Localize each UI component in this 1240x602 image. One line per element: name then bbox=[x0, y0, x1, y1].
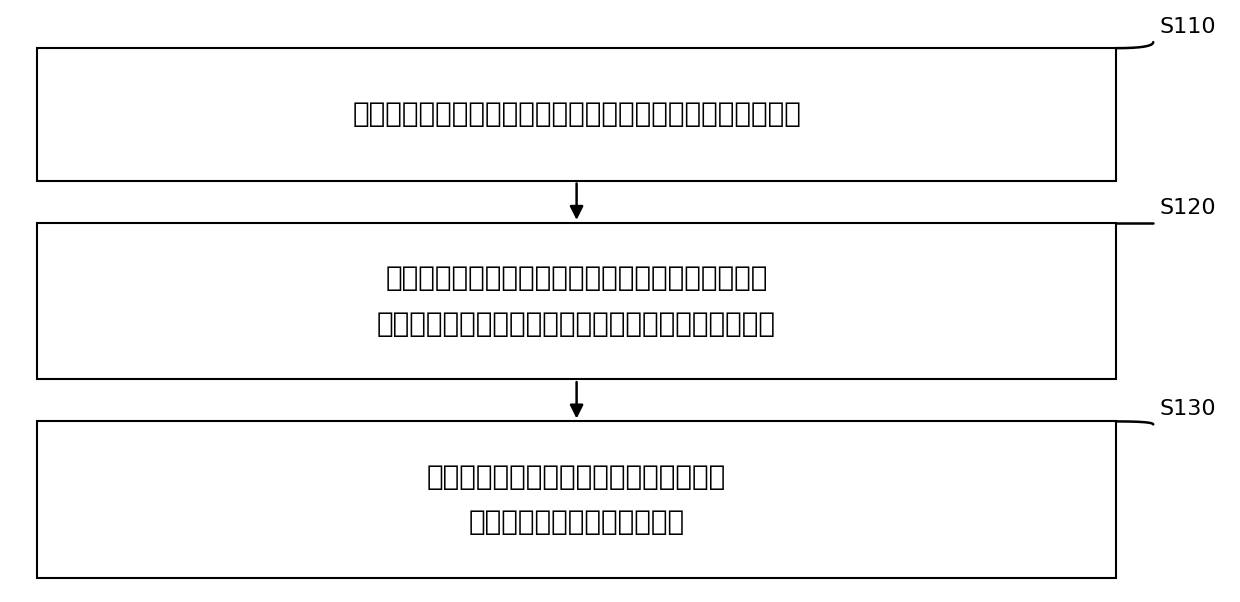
Text: 接收目标直播间在页面销毁时发送的上下文对象的目标哈希值: 接收目标直播间在页面销毁时发送的上下文对象的目标哈希值 bbox=[352, 101, 801, 128]
Text: S110: S110 bbox=[1159, 17, 1216, 37]
Text: 将当前直播间的当前引用关系进行删除，
以对当前直播间进行回收处理: 将当前直播间的当前引用关系进行删除， 以对当前直播间进行回收处理 bbox=[427, 463, 727, 536]
Text: S120: S120 bbox=[1159, 197, 1216, 218]
Text: 如果判断出目标哈希值与已注册的当前哈希值相同，
则确定当前哈希值所对应的当前直播间为待回收直播间: 如果判断出目标哈希值与已注册的当前哈希值相同， 则确定当前哈希值所对应的当前直播… bbox=[377, 264, 776, 338]
Text: S130: S130 bbox=[1159, 399, 1216, 420]
Bar bbox=[37, 421, 1116, 578]
Bar bbox=[37, 223, 1116, 379]
Bar bbox=[37, 48, 1116, 181]
